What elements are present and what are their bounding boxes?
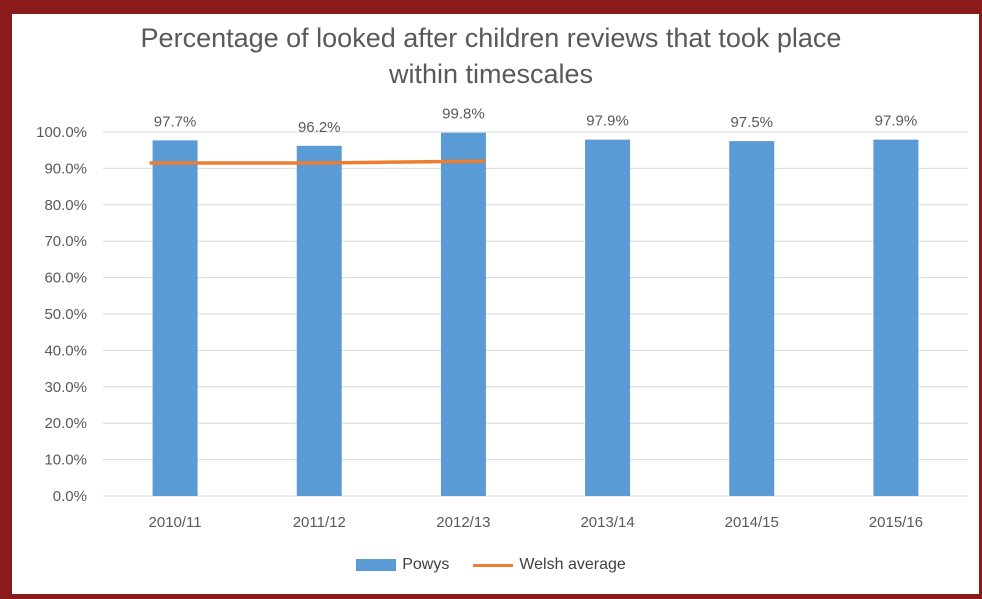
data-label: 97.7% (154, 113, 197, 130)
y-tick-label: 90.0% (44, 160, 87, 177)
y-tick-label: 30.0% (44, 379, 87, 396)
x-tick-label: 2011/12 (293, 514, 346, 531)
bar-2015-16 (873, 140, 918, 496)
y-axis-ticks: 0.0% 10.0% 20.0% 30.0% 40.0% 50.0% 60.0% 70.0% 8… (36, 124, 87, 505)
bar-2010-11 (153, 140, 198, 496)
data-label: 99.8% (442, 106, 485, 123)
x-tick-label: 2015/16 (869, 514, 923, 531)
y-tick-label: 0.0% (53, 488, 87, 505)
bar-2014-15 (729, 141, 774, 496)
y-tick-label: 40.0% (44, 342, 87, 359)
legend: Powys Welsh average (0, 556, 982, 574)
gridlines (103, 132, 968, 496)
average-line (150, 161, 485, 163)
y-tick-label: 20.0% (44, 415, 87, 432)
data-label: 97.9% (586, 113, 629, 130)
y-tick-label: 60.0% (44, 270, 87, 287)
x-tick-label: 2013/14 (580, 514, 634, 531)
data-labels: 97.7% 96.2% 99.8% 97.9% 97.5% 97.9% (154, 106, 917, 136)
data-label: 96.2% (298, 119, 341, 136)
bar-2013-14 (585, 140, 630, 496)
legend-label-welsh-average: Welsh average (519, 556, 625, 574)
y-tick-label: 100.0% (36, 124, 87, 141)
data-label: 97.5% (730, 114, 773, 131)
bar-2012-13 (441, 133, 486, 496)
bar-2011-12 (297, 146, 342, 496)
y-tick-label: 50.0% (44, 306, 87, 323)
y-tick-label: 70.0% (44, 233, 87, 250)
legend-swatch-line (473, 564, 513, 567)
x-tick-label: 2010/11 (149, 514, 202, 531)
y-tick-label: 80.0% (44, 197, 87, 214)
x-axis-ticks: 2010/11 2011/12 2012/13 2013/14 2014/15 2015/… (149, 514, 924, 531)
legend-item-powys: Powys (356, 556, 449, 574)
welsh-average-line (150, 161, 485, 163)
legend-swatch-bar (356, 559, 396, 571)
y-tick-label: 10.0% (44, 452, 87, 469)
x-tick-label: 2014/15 (725, 514, 779, 531)
x-tick-label: 2012/13 (436, 514, 490, 531)
legend-label-powys: Powys (402, 556, 449, 574)
data-label: 97.9% (875, 113, 918, 130)
legend-item-welsh-average: Welsh average (473, 556, 625, 574)
